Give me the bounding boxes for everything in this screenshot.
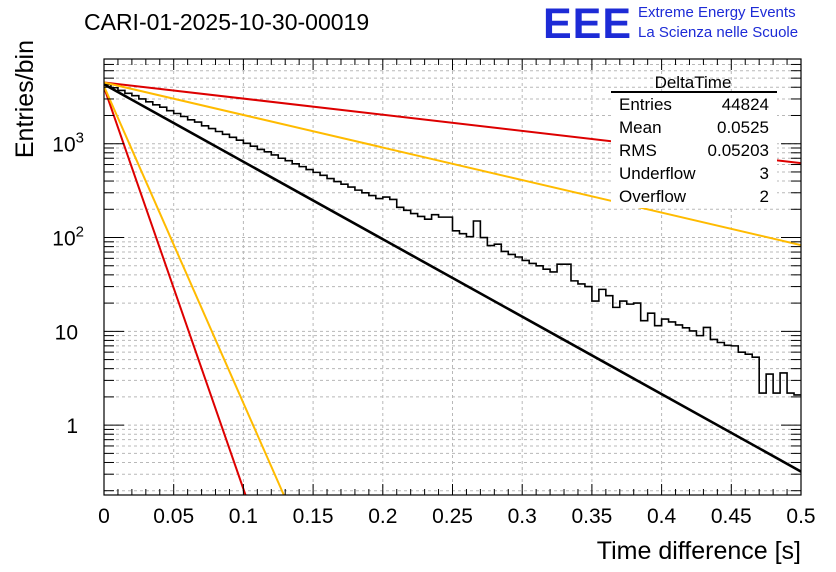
- x-tick-label: 0.3: [508, 505, 537, 528]
- y-tick-label-exponent: 2: [76, 224, 84, 241]
- x-tick-label: 0.5: [786, 505, 815, 528]
- y-tick-label: 10: [55, 321, 78, 344]
- stats-box-bg: [611, 92, 777, 208]
- y-tick-label: 102: [52, 224, 84, 251]
- y-axis-label: Entries/bin: [11, 40, 39, 158]
- histogram-bins: [104, 83, 801, 396]
- y-tick-label-base: 10: [52, 134, 75, 157]
- stats-row-value: 44824: [722, 95, 769, 114]
- x-tick-label: 0.2: [368, 505, 397, 528]
- stats-row-value: 2: [760, 187, 769, 206]
- stats-box: DeltaTime Entries 44824 Mean 0.0525 RMS 0.0520…: [611, 73, 777, 208]
- x-tick-label: 0.4: [647, 505, 677, 528]
- x-tick-label: 0.35: [571, 505, 612, 528]
- y-tick-label: 103: [52, 130, 84, 157]
- fit-line-upper-orange: [104, 81, 801, 247]
- fit-line-lower-red: [104, 86, 247, 495]
- x-tick-label: 0.15: [293, 505, 334, 528]
- stats-row-value: 0.05203: [708, 141, 769, 160]
- x-tick-label: 0.1: [229, 505, 258, 528]
- y-tick-label: 1: [66, 415, 78, 438]
- y-tick-label-exponent: 3: [76, 130, 84, 147]
- stats-row-label: RMS: [619, 141, 657, 160]
- y-tick-label-base: 10: [52, 228, 75, 251]
- stats-row-label: Entries: [619, 95, 672, 114]
- stats-row-value: 3: [760, 164, 769, 183]
- stats-row-label: Overflow: [619, 187, 687, 206]
- x-tick-label: 0.25: [432, 505, 473, 528]
- stats-row-label: Mean: [619, 118, 662, 137]
- fit-line-lower-orange: [104, 85, 285, 495]
- x-tick-label: 0.05: [153, 505, 194, 528]
- x-tick-label: 0: [98, 505, 110, 528]
- stats-row-label: Underflow: [619, 164, 696, 183]
- eee-logo: EEE: [543, 0, 633, 48]
- stats-row-value: 0.0525: [717, 118, 769, 137]
- x-tick-label: 0.45: [711, 505, 752, 528]
- fit-line-fit: [104, 83, 801, 473]
- eee-subtitle-2: La Scienza nelle Scuole: [638, 24, 799, 41]
- x-axis-label: Time difference [s]: [597, 537, 801, 565]
- stats-title: DeltaTime: [655, 73, 732, 92]
- eee-subtitle-1: Extreme Energy Events: [638, 4, 796, 21]
- run-title: CARI-01-2025-10-30-00019: [84, 9, 370, 35]
